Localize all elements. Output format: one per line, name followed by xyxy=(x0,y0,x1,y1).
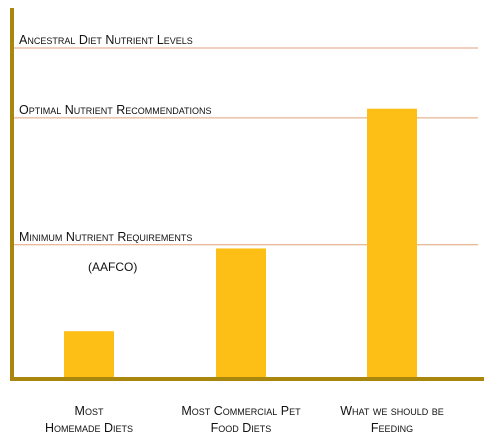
reference-label-1: Optimal Nutrient Recommendations xyxy=(19,103,212,117)
category-label-0: Most Homemade Diets xyxy=(45,404,133,435)
category-label-line: Most xyxy=(75,404,104,418)
bar-2 xyxy=(367,108,417,379)
category-labels: Most Homemade Diets Most Commercial Pet Foo… xyxy=(45,404,444,435)
reference-label-0: Ancestral Diet Nutrient Levels xyxy=(19,33,193,47)
category-label-2: What we should be Feeding xyxy=(340,404,444,435)
category-label-1: Most Commercial Pet Food Diets xyxy=(181,404,301,435)
reference-lines: Ancestral Diet Nutrient Levels Optimal Nu… xyxy=(12,33,478,246)
category-label-line: Most Commercial Pet xyxy=(181,404,301,418)
reference-label-2: Minimum Nutrient Requirements xyxy=(19,230,192,244)
category-label-line: What we should be xyxy=(340,404,444,418)
category-label-line: Food Diets xyxy=(211,421,272,435)
category-label-line: Feeding xyxy=(371,421,413,435)
bar-1 xyxy=(216,248,266,379)
aafco-annotation: (AAFCO) xyxy=(88,260,137,274)
category-label-line: Homemade Diets xyxy=(45,421,133,435)
bar-0 xyxy=(64,331,114,379)
bars xyxy=(64,108,417,379)
